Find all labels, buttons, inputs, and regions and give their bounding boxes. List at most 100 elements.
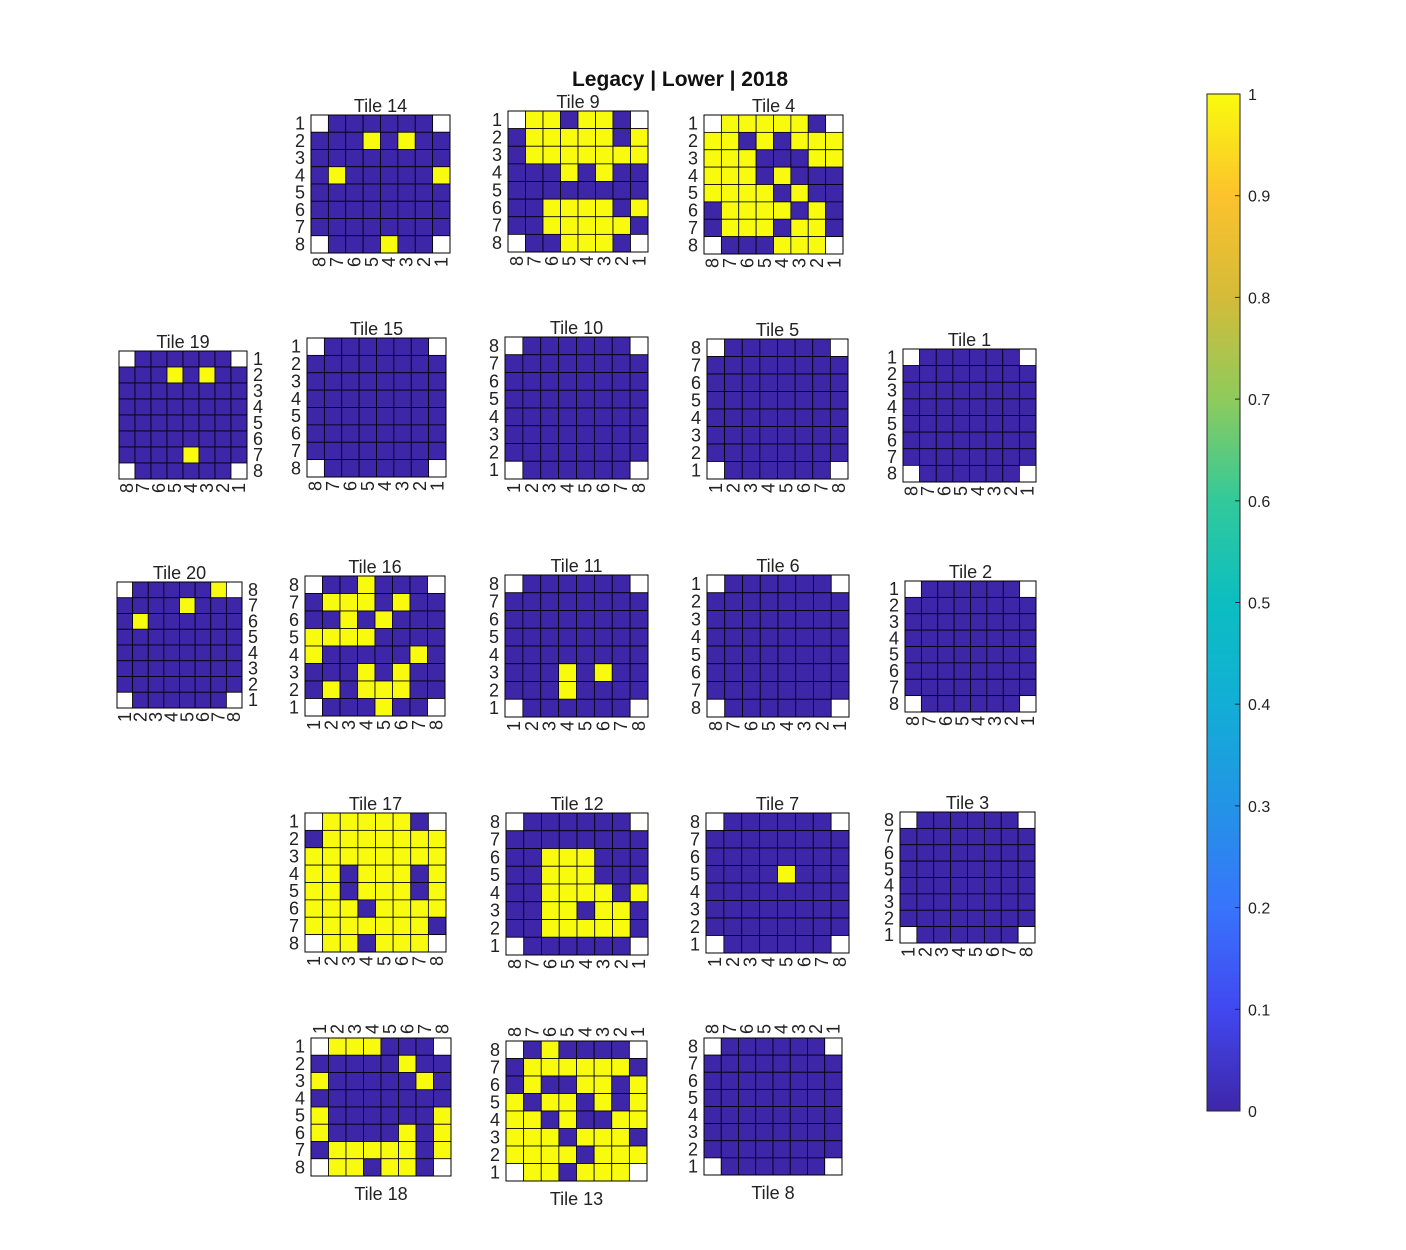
heatmap-cell: [341, 389, 360, 408]
empty-corner-cell: [899, 926, 918, 944]
empty-corner-cell: [703, 236, 722, 255]
y-tick-label: 7: [291, 441, 301, 461]
y-tick-label: 5: [688, 1088, 698, 1108]
x-tick-label: 8: [426, 720, 446, 730]
y-tick-label: 7: [490, 830, 500, 850]
y-tick-label: 5: [490, 865, 500, 885]
y-tick-label: 7: [889, 677, 899, 697]
heatmap-cell: [505, 1128, 525, 1147]
heatmap-cell: [595, 216, 614, 235]
heatmap-cell: [576, 407, 595, 427]
heatmap-cell: [362, 166, 381, 185]
heatmap-cell: [576, 663, 595, 682]
empty-corner-cell: [706, 574, 726, 594]
y-tick-label: 4: [490, 883, 500, 903]
heatmap-cell: [933, 844, 952, 862]
heatmap-cell: [376, 424, 395, 443]
x-tick-label: 8: [903, 716, 923, 726]
heatmap-cell: [194, 597, 212, 614]
x-tick-label: 1: [628, 1027, 648, 1037]
heatmap-cell: [540, 354, 560, 373]
heatmap-cell: [392, 899, 412, 918]
heatmap-cell: [629, 425, 649, 444]
heatmap-cell: [611, 425, 631, 444]
heatmap-cell: [593, 372, 613, 391]
empty-corner-cell: [1017, 811, 1036, 829]
heatmap-cell: [812, 812, 832, 831]
y-tick-label: 8: [295, 1157, 305, 1177]
heatmap-cell: [983, 877, 1002, 895]
heatmap-cell: [409, 663, 428, 682]
y-tick-label: 7: [691, 355, 701, 375]
y-tick-label: 6: [690, 847, 700, 867]
heatmap-cell: [410, 829, 429, 849]
heatmap-cell: [723, 830, 743, 849]
heatmap-cell: [724, 663, 743, 682]
heatmap-cell: [341, 354, 360, 374]
heatmap-cell: [824, 1088, 843, 1107]
tile-frame: [705, 812, 850, 954]
heatmap-cell: [899, 860, 918, 878]
heatmap-cell: [967, 811, 985, 829]
heatmap-cell: [807, 131, 827, 151]
x-tick-label: 3: [795, 721, 815, 731]
heatmap-cell: [969, 348, 987, 367]
heatmap-cell: [777, 917, 796, 936]
heatmap-cell: [393, 441, 412, 461]
heatmap-cell: [415, 1054, 434, 1073]
heatmap-cell: [629, 848, 649, 867]
heatmap-cell: [523, 936, 542, 956]
tile-title: Tile 17: [349, 794, 402, 814]
empty-corner-cell: [507, 233, 526, 253]
heatmap-cell: [706, 426, 726, 445]
heatmap-cell: [132, 660, 149, 677]
heatmap-cell: [576, 1058, 595, 1077]
heatmap-cell: [969, 415, 987, 433]
heatmap-cell: [523, 1058, 542, 1077]
heatmap-cell: [593, 681, 613, 700]
y-tick-label: 2: [489, 680, 499, 700]
empty-corner-cell: [629, 460, 649, 480]
heatmap-cell: [612, 883, 631, 903]
heatmap-cell: [576, 372, 595, 391]
heatmap-cell: [376, 459, 395, 478]
heatmap-cell: [306, 424, 325, 443]
heatmap-cell: [759, 917, 778, 936]
heatmap-cell: [147, 660, 165, 677]
heatmap-cell: [777, 935, 796, 954]
heatmap-cell: [179, 613, 196, 630]
y-tick-label: 2: [295, 1054, 305, 1074]
x-tick-label: 2: [807, 258, 827, 268]
heatmap-cell: [969, 365, 987, 383]
heatmap-cell: [742, 698, 761, 718]
heatmap-cell: [576, 574, 595, 594]
y-tick-label: 3: [295, 148, 305, 168]
heatmap-cell: [392, 864, 412, 883]
heatmap-cell: [706, 443, 726, 462]
y-tick-label: 4: [248, 643, 258, 663]
heatmap-cell: [759, 373, 778, 392]
heatmap-cell: [560, 198, 579, 218]
heatmap-cell: [345, 1054, 364, 1073]
heatmap-cell: [705, 830, 725, 849]
heatmap-cell: [304, 628, 323, 647]
heatmap-cell: [576, 389, 595, 409]
heatmap-cell: [392, 812, 412, 831]
heatmap-cell: [919, 381, 937, 400]
heatmap-cell: [593, 354, 613, 373]
x-tick-label: 6: [344, 257, 364, 267]
y-tick-label: 3: [489, 425, 499, 445]
heatmap-cell: [558, 1040, 577, 1059]
heatmap-cell: [540, 372, 560, 391]
heatmap-cell: [132, 644, 149, 662]
heatmap-cell: [916, 811, 935, 829]
heatmap-cell: [410, 864, 429, 883]
y-tick-label: 8: [691, 698, 701, 718]
heatmap-cell: [724, 373, 743, 392]
heatmap-cell: [540, 698, 560, 718]
heatmap-cell: [345, 218, 364, 237]
heatmap-cell: [576, 1128, 595, 1147]
